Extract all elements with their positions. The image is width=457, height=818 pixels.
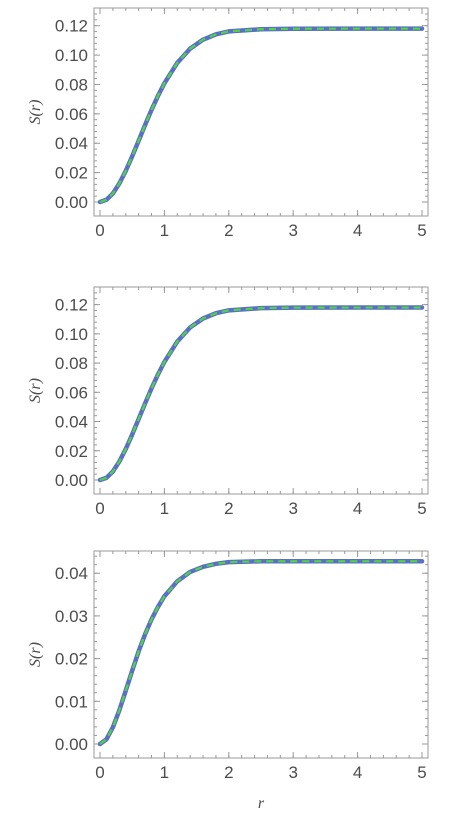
x-tick-label: 1 bbox=[160, 499, 169, 518]
y-tick-label: 0.00 bbox=[55, 193, 88, 212]
x-tick-label: 5 bbox=[417, 763, 426, 782]
y-axis-title: S(r) bbox=[27, 642, 44, 667]
y-tick-label: 0.02 bbox=[55, 650, 88, 669]
x-tick-label: 2 bbox=[224, 221, 233, 240]
y-tick-label: 0.00 bbox=[55, 471, 88, 490]
chart-panel-3: 0 1 2 3 4 5 0.00 0.01 0.02 0.03 0.04 S(r) r bbox=[27, 550, 429, 812]
x-tick-label: 4 bbox=[353, 763, 362, 782]
x-tick-label: 2 bbox=[224, 763, 233, 782]
x-tick-label: 0 bbox=[95, 499, 104, 518]
x-tick-label: 4 bbox=[353, 221, 362, 240]
x-tick-label: 5 bbox=[417, 221, 426, 240]
y-tick-label: 0.04 bbox=[55, 564, 88, 583]
series-dashed-green bbox=[99, 560, 422, 745]
y-tick-label: 0.02 bbox=[55, 442, 88, 461]
plot-frame bbox=[93, 550, 429, 759]
plot-frame bbox=[93, 7, 429, 217]
x-tick-label: 4 bbox=[353, 499, 362, 518]
x-axis-title: r bbox=[258, 795, 265, 812]
y-axis-title: S(r) bbox=[27, 378, 44, 403]
x-tick-label: 0 bbox=[95, 221, 104, 240]
x-tick-label: 3 bbox=[288, 499, 297, 518]
y-tick-label: 0.06 bbox=[55, 105, 88, 124]
x-tick-label: 1 bbox=[160, 221, 169, 240]
y-tick-label: 0.02 bbox=[55, 164, 88, 183]
chart-panel-2: 0 1 2 3 4 5 0.00 0.02 0.04 0.06 0.08 0.10 0.12 S(r) bbox=[27, 286, 429, 518]
y-axis-title: S(r) bbox=[27, 100, 44, 125]
y-tick-label: 0.08 bbox=[55, 75, 88, 94]
y-tick-label: 0.00 bbox=[55, 735, 88, 754]
y-tick-label: 0.06 bbox=[55, 383, 88, 402]
y-tick-label: 0.12 bbox=[55, 17, 88, 36]
plot-frame bbox=[93, 286, 429, 495]
y-tick-label: 0.04 bbox=[55, 413, 88, 432]
y-tick-label: 0.01 bbox=[55, 692, 88, 711]
y-tick-label: 0.03 bbox=[55, 607, 88, 626]
x-tick-label: 3 bbox=[288, 221, 297, 240]
x-tick-label: 3 bbox=[288, 763, 297, 782]
y-tick-label: 0.10 bbox=[55, 325, 88, 344]
x-tick-label: 0 bbox=[95, 763, 104, 782]
y-tick-label: 0.10 bbox=[55, 46, 88, 65]
series-solid-blue bbox=[97, 559, 425, 747]
chart-panel-1: 0 1 2 3 4 5 0.00 0.02 0.04 0.06 0.08 0.10 0.12 S(r) bbox=[27, 7, 429, 240]
x-tick-label: 1 bbox=[160, 763, 169, 782]
y-tick-label: 0.04 bbox=[55, 134, 88, 153]
x-tick-label: 2 bbox=[224, 499, 233, 518]
series-dashed-green bbox=[99, 306, 422, 482]
y-tick-label: 0.08 bbox=[55, 354, 88, 373]
x-tick-label: 5 bbox=[417, 499, 426, 518]
series-dashed-green bbox=[99, 27, 422, 204]
y-tick-label: 0.12 bbox=[55, 296, 88, 315]
